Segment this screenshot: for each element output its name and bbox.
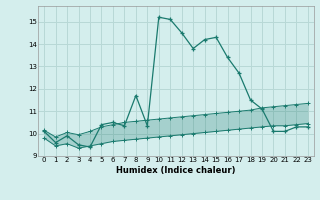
X-axis label: Humidex (Indice chaleur): Humidex (Indice chaleur)	[116, 166, 236, 175]
